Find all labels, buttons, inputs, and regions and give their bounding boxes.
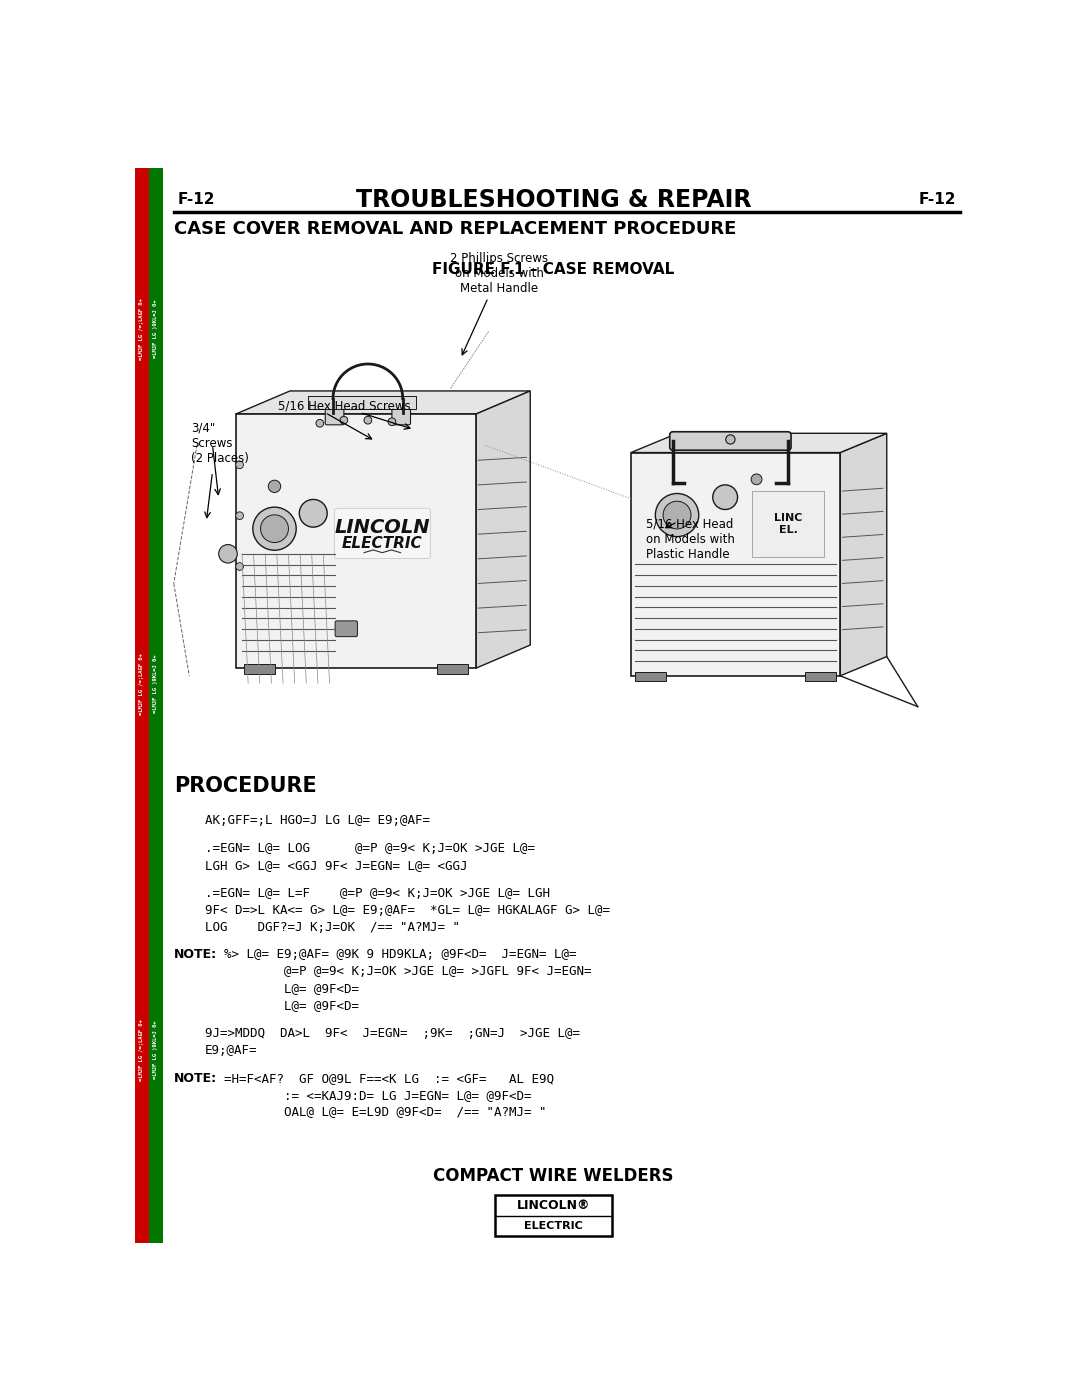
Text: L@= @9F<D=: L@= @9F<D= xyxy=(225,999,360,1013)
Text: 5/16 Hex Head Screws: 5/16 Hex Head Screws xyxy=(279,400,411,414)
Text: COMPACT WIRE WELDERS: COMPACT WIRE WELDERS xyxy=(433,1168,674,1185)
Text: LINCOLN®: LINCOLN® xyxy=(516,1199,591,1213)
Circle shape xyxy=(235,511,243,520)
Text: NOTE:: NOTE: xyxy=(174,949,217,961)
Text: LOG    DGF?=J K;J=OK  /== "A?MJ= ": LOG DGF?=J K;J=OK /== "A?MJ= " xyxy=(205,921,460,933)
Circle shape xyxy=(726,434,735,444)
Circle shape xyxy=(268,481,281,493)
Bar xyxy=(806,672,836,682)
Text: LGH G> L@= <GGJ 9F< J=EGN= L@= <GGJ: LGH G> L@= <GGJ 9F< J=EGN= L@= <GGJ xyxy=(205,859,468,872)
Text: LINC
EL.: LINC EL. xyxy=(773,513,802,535)
FancyBboxPatch shape xyxy=(335,620,357,637)
Text: ELECTRIC: ELECTRIC xyxy=(342,536,422,550)
Text: NOTE:: NOTE: xyxy=(174,1071,217,1084)
Text: OAL@ L@= E=L9D @9F<D=  /== "A?MJ= ": OAL@ L@= E=L9D @9F<D= /== "A?MJ= " xyxy=(225,1105,546,1119)
Circle shape xyxy=(299,500,327,527)
Text: LINCOLN: LINCOLN xyxy=(335,518,430,538)
Circle shape xyxy=(260,515,288,542)
FancyBboxPatch shape xyxy=(495,1194,612,1236)
Circle shape xyxy=(235,563,243,570)
Circle shape xyxy=(235,461,243,469)
Polygon shape xyxy=(631,433,887,453)
Text: PROCEDURE: PROCEDURE xyxy=(174,775,316,796)
Circle shape xyxy=(218,545,238,563)
Circle shape xyxy=(388,418,395,426)
Bar xyxy=(308,395,416,409)
FancyBboxPatch shape xyxy=(335,509,430,559)
Text: =LMJF LG /=;LAGF 0+: =LMJF LG /=;LAGF 0+ xyxy=(139,1018,145,1081)
FancyBboxPatch shape xyxy=(325,405,343,425)
Text: =H=F<AF?  GF O@9L F==<K LG  := <GF=   AL E9Q: =H=F<AF? GF O@9L F==<K LG := <GF= AL E9Q xyxy=(225,1071,554,1084)
FancyBboxPatch shape xyxy=(392,405,410,425)
Text: F-12: F-12 xyxy=(919,193,957,208)
FancyBboxPatch shape xyxy=(670,432,791,450)
Text: CASE COVER REMOVAL AND REPLACEMENT PROCEDURE: CASE COVER REMOVAL AND REPLACEMENT PROCE… xyxy=(174,221,737,239)
Text: := <=KAJ9:D= LG J=EGN= L@= @9F<D=: := <=KAJ9:D= LG J=EGN= L@= @9F<D= xyxy=(225,1088,531,1102)
Text: @=P @=9< K;J=OK >JGE L@= >JGFL 9F< J=EGN=: @=P @=9< K;J=OK >JGE L@= >JGFL 9F< J=EGN… xyxy=(225,965,592,978)
Circle shape xyxy=(340,416,348,425)
Text: 9F< D=>L KA<= G> L@= E9;@AF=  *GL= L@= HGKALAGF G> L@=: 9F< D=>L KA<= G> L@= E9;@AF= *GL= L@= HG… xyxy=(205,904,610,916)
Text: E9;@AF=: E9;@AF= xyxy=(205,1044,257,1058)
Bar xyxy=(243,665,274,673)
Text: F-12: F-12 xyxy=(177,193,215,208)
Circle shape xyxy=(713,485,738,510)
Text: =LMJF LG )9KL=J 0+: =LMJF LG )9KL=J 0+ xyxy=(153,300,159,358)
Bar xyxy=(437,665,469,673)
Text: 2 Phillips Screws
on Models with
Metal Handle: 2 Phillips Screws on Models with Metal H… xyxy=(450,251,549,355)
Bar xyxy=(149,168,163,1243)
Text: 9J=>MDDQ  DA>L  9F<  J=EGN=  ;9K=  ;GN=J  >JGE L@=: 9J=>MDDQ DA>L 9F< J=EGN= ;9K= ;GN=J >JGE… xyxy=(205,1027,580,1039)
Circle shape xyxy=(751,474,762,485)
Bar xyxy=(235,414,476,668)
Text: AK;GFF=;L HGO=J LG L@= E9;@AF=: AK;GFF=;L HGO=J LG L@= E9;@AF= xyxy=(205,814,430,827)
Polygon shape xyxy=(235,391,530,414)
Text: 5/16 Hex Head
on Models with
Plastic Handle: 5/16 Hex Head on Models with Plastic Han… xyxy=(647,518,735,562)
Circle shape xyxy=(316,419,324,427)
Text: .=EGN= L@= LOG      @=P @=9< K;J=OK >JGE L@=: .=EGN= L@= LOG @=P @=9< K;J=OK >JGE L@= xyxy=(205,842,535,855)
Polygon shape xyxy=(476,391,530,668)
Text: .=EGN= L@= L=F    @=P @=9< K;J=OK >JGE L@= LGH: .=EGN= L@= L=F @=P @=9< K;J=OK >JGE L@= … xyxy=(205,887,550,900)
Circle shape xyxy=(663,502,691,529)
Text: =LMJF LG /=;LAGF 0+: =LMJF LG /=;LAGF 0+ xyxy=(139,298,145,360)
Text: L@= @9F<D=: L@= @9F<D= xyxy=(225,982,360,995)
Text: %> L@= E9;@AF= @9K 9 HD9KLA; @9F<D=  J=EGN= L@=: %> L@= E9;@AF= @9K 9 HD9KLA; @9F<D= J=EG… xyxy=(225,949,577,961)
Text: ELECTRIC: ELECTRIC xyxy=(524,1221,583,1231)
Bar xyxy=(631,453,840,676)
Text: =LMJF LG )9KL=J 0+: =LMJF LG )9KL=J 0+ xyxy=(153,655,159,714)
Text: =LMJF LG /=;LAGF 0+: =LMJF LG /=;LAGF 0+ xyxy=(139,652,145,715)
Circle shape xyxy=(253,507,296,550)
Text: TROUBLESHOOTING & REPAIR: TROUBLESHOOTING & REPAIR xyxy=(355,189,752,212)
Circle shape xyxy=(656,493,699,536)
Text: 3/4"
Screws
(2 Places): 3/4" Screws (2 Places) xyxy=(191,422,248,465)
Text: =LMJF LG )9KL=J 0+: =LMJF LG )9KL=J 0+ xyxy=(153,1020,159,1078)
Bar xyxy=(635,672,666,682)
Text: FIGURE F.1 – CASE REMOVAL: FIGURE F.1 – CASE REMOVAL xyxy=(432,261,675,277)
Polygon shape xyxy=(840,433,887,676)
Circle shape xyxy=(364,416,372,425)
Bar xyxy=(135,168,149,1243)
